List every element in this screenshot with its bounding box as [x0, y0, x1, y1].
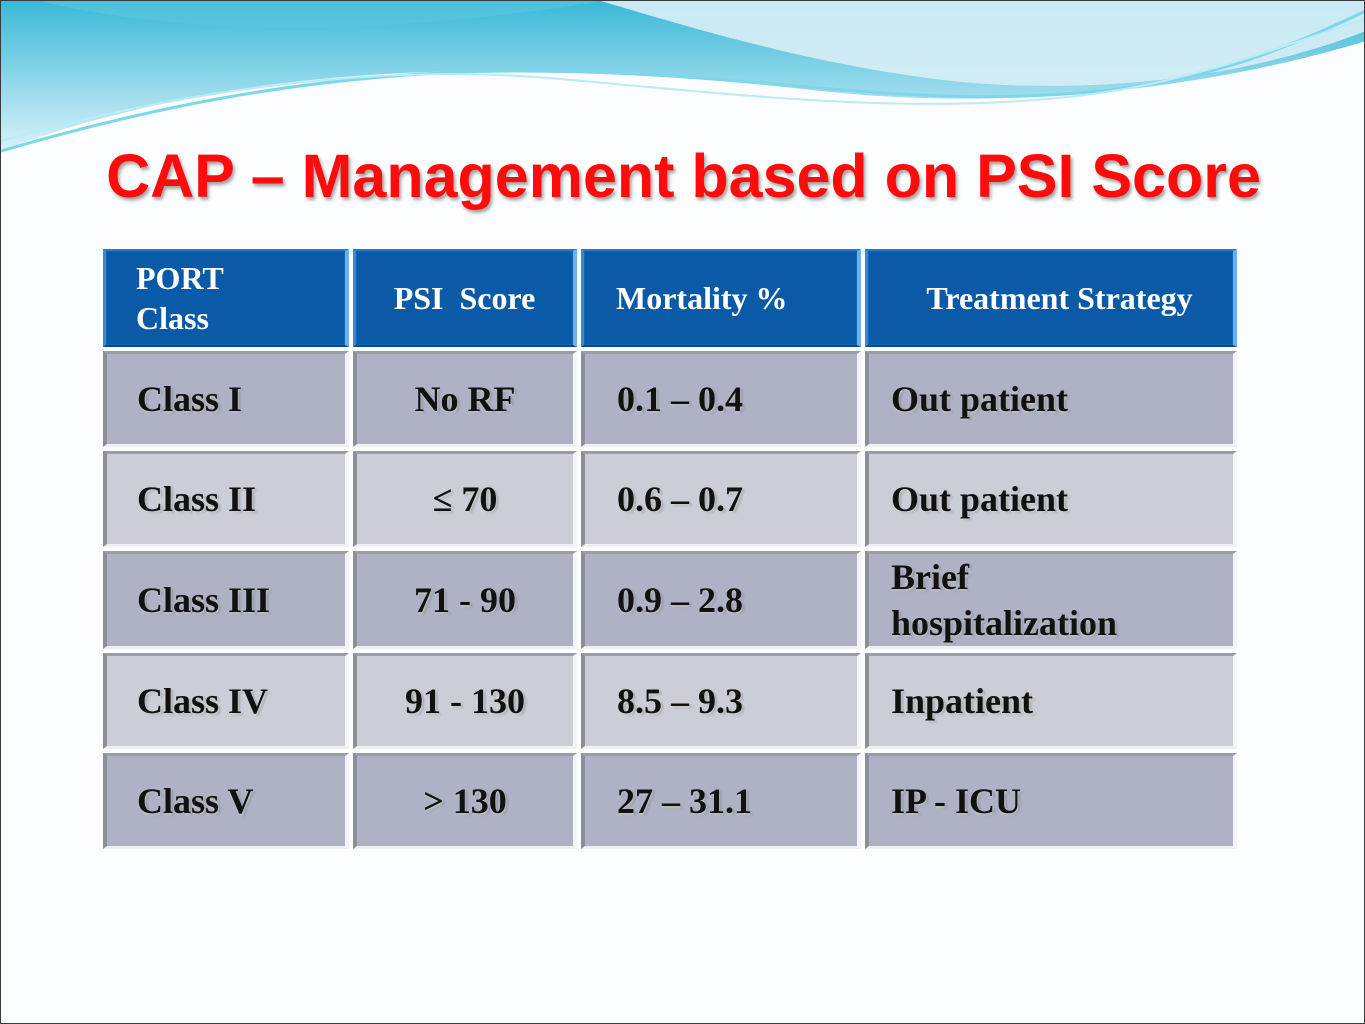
table-row: Class V > 130 27 – 31.1 IP - ICU	[103, 753, 1237, 849]
cell-port-class: Class III	[103, 551, 349, 649]
header-treatment-strategy: Treatment Strategy	[865, 249, 1237, 347]
table-header-row: PORT Class PSI Score Mortality % Treatme…	[103, 249, 1237, 347]
header-port-class-line1: PORT	[136, 260, 224, 296]
cell-treatment-line1: Brief	[891, 557, 969, 597]
cell-psi-score: No RF	[353, 351, 577, 447]
cell-treatment: Brief hospitalization	[865, 551, 1237, 649]
cell-psi-score: > 130	[353, 753, 577, 849]
cell-treatment: Out patient	[865, 451, 1237, 547]
psi-management-table: PORT Class PSI Score Mortality % Treatme…	[99, 245, 1241, 853]
cell-treatment: IP - ICU	[865, 753, 1237, 849]
decorative-wave-banner	[1, 1, 1364, 153]
header-port-class: PORT Class	[103, 249, 349, 347]
cell-port-class: Class IV	[103, 653, 349, 749]
cell-treatment: Out patient	[865, 351, 1237, 447]
table-row: Class III 71 - 90 0.9 – 2.8 Brief hospit…	[103, 551, 1237, 649]
table-row: Class IV 91 - 130 8.5 – 9.3 Inpatient	[103, 653, 1237, 749]
cell-port-class: Class II	[103, 451, 349, 547]
header-port-class-line2: Class	[136, 300, 209, 336]
cell-psi-score: ≤ 70	[353, 451, 577, 547]
cell-port-class: Class I	[103, 351, 349, 447]
cell-mortality: 8.5 – 9.3	[581, 653, 861, 749]
cell-mortality: 0.1 – 0.4	[581, 351, 861, 447]
cell-psi-score: 91 - 130	[353, 653, 577, 749]
cell-mortality: 0.9 – 2.8	[581, 551, 861, 649]
cell-treatment-line2: hospitalization	[891, 603, 1118, 643]
table-row: Class I No RF 0.1 – 0.4 Out patient	[103, 351, 1237, 447]
header-psi-score: PSI Score	[353, 249, 577, 347]
cell-treatment: Inpatient	[865, 653, 1237, 749]
cell-psi-score: 71 - 90	[353, 551, 577, 649]
table-row: Class II ≤ 70 0.6 – 0.7 Out patient	[103, 451, 1237, 547]
cell-mortality: 27 – 31.1	[581, 753, 861, 849]
slide-title: CAP – Management based on PSI Score	[106, 142, 1261, 210]
header-mortality: Mortality %	[581, 249, 861, 347]
cell-mortality: 0.6 – 0.7	[581, 451, 861, 547]
cell-port-class: Class V	[103, 753, 349, 849]
